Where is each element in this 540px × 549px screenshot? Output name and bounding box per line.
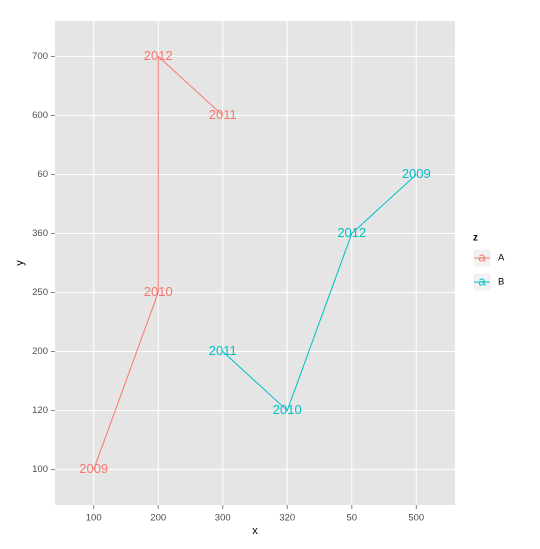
y-tick-label: 60 [37,169,48,180]
point-label: 2012 [337,225,366,240]
legend-label: A [498,253,505,264]
legend-title: z [473,233,478,244]
y-axis-label: y [14,260,26,266]
x-tick-label: 50 [346,513,357,524]
x-tick-label: 300 [215,513,231,524]
point-label: 2011 [209,107,237,122]
x-tick-label: 500 [408,513,424,524]
point-label: 2011 [209,343,237,358]
point-label: 2012 [144,48,173,63]
y-tick-label: 700 [32,51,48,62]
y-tick-label: 250 [32,287,48,298]
point-label: 2010 [144,284,173,299]
y-tick-label: 360 [32,228,48,239]
point-label: 2009 [402,166,431,181]
x-axis-label: x [252,525,258,537]
series-line [222,174,417,412]
point-label: 2009 [79,461,108,476]
y-tick-label: 120 [32,405,48,416]
legend-label: B [498,277,504,288]
y-tick-label: 600 [32,110,48,121]
legend-glyph: a [478,249,486,264]
x-tick-label: 200 [150,513,166,524]
series-line [93,55,224,470]
legend-glyph: a [478,273,486,288]
panel-background [55,21,455,505]
y-tick-label: 200 [32,346,48,357]
x-tick-label: 320 [279,513,295,524]
x-tick-label: 100 [86,513,102,524]
point-label: 2010 [273,402,302,417]
y-tick-label: 100 [32,464,48,475]
